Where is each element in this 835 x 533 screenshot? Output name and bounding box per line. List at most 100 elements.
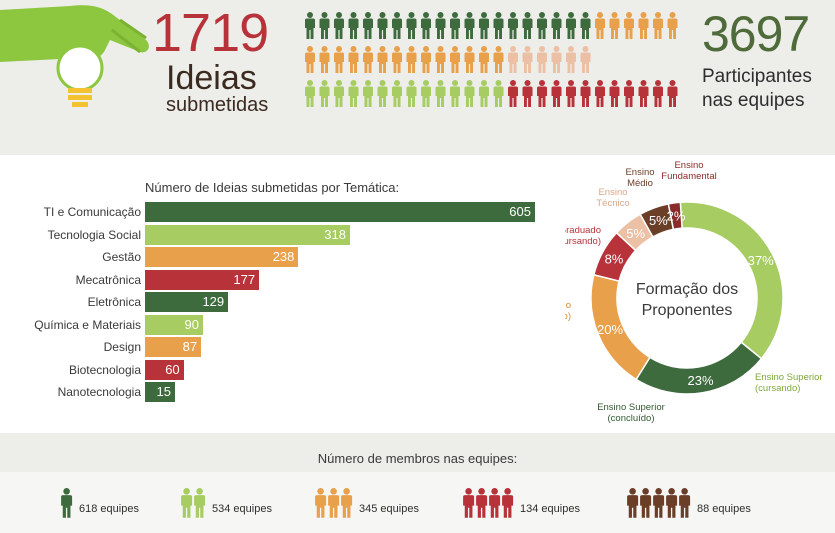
donut-category-label: Técnico bbox=[596, 198, 629, 209]
person-icon bbox=[464, 46, 475, 73]
person-icon bbox=[421, 80, 431, 107]
bar-value-label: 90 bbox=[184, 316, 200, 332]
person-icon bbox=[627, 488, 639, 518]
bar-category-label: Eletrônica bbox=[87, 295, 141, 309]
hand-lightbulb-icon bbox=[0, 5, 149, 107]
person-icon bbox=[319, 80, 330, 107]
person-icon bbox=[435, 46, 446, 73]
person-icon bbox=[537, 80, 547, 107]
donut-category-label: Ensino bbox=[598, 187, 627, 198]
bar-category-label: Design bbox=[103, 340, 141, 354]
person-icon bbox=[679, 488, 691, 518]
person-icon bbox=[315, 488, 327, 518]
person-icon bbox=[537, 46, 547, 73]
person-icon bbox=[508, 46, 518, 73]
person-icon bbox=[508, 80, 518, 107]
team-count-label: 134 equipes bbox=[520, 503, 580, 515]
person-icon bbox=[479, 80, 489, 107]
bar: 238 bbox=[145, 247, 299, 267]
person-icon bbox=[609, 12, 620, 39]
person-icon bbox=[566, 46, 576, 73]
person-icon bbox=[363, 46, 373, 73]
bar: 87 bbox=[145, 337, 202, 357]
donut-category-label: (cursando) bbox=[565, 236, 601, 247]
donut-category-label: Ensino Superior bbox=[597, 402, 665, 413]
person-icon bbox=[595, 12, 605, 39]
person-icon bbox=[334, 80, 344, 107]
person-icon bbox=[392, 46, 402, 73]
person-icon bbox=[522, 46, 533, 73]
donut-category-label: Ensino bbox=[625, 167, 654, 178]
person-icon bbox=[566, 80, 576, 107]
participants-label: Participantes bbox=[702, 66, 812, 87]
person-icon bbox=[377, 80, 388, 107]
donut-category-label: Ensino Superior bbox=[755, 372, 823, 383]
donut-percent-label: 20% bbox=[597, 322, 623, 337]
person-icon bbox=[551, 12, 562, 39]
team-size-icons bbox=[315, 488, 353, 518]
person-icon bbox=[341, 488, 353, 518]
donut-title: Proponentes bbox=[642, 302, 733, 319]
person-icon bbox=[305, 80, 315, 107]
team-count-label: 618 equipes bbox=[79, 503, 139, 515]
person-icon bbox=[537, 12, 547, 39]
person-icon bbox=[653, 488, 665, 518]
person-icon bbox=[502, 488, 514, 518]
person-icon bbox=[489, 488, 501, 518]
person-icon bbox=[609, 80, 620, 107]
ideas-sublabel: submetidas bbox=[166, 94, 269, 116]
person-icon bbox=[479, 12, 489, 39]
bar-category-label: Química e Materiais bbox=[34, 317, 141, 332]
bar: 605 bbox=[145, 202, 535, 222]
person-icon bbox=[580, 12, 591, 39]
person-icon bbox=[435, 12, 446, 39]
person-icon bbox=[479, 46, 489, 73]
person-icon bbox=[463, 488, 475, 518]
donut-percent-label: 5% bbox=[626, 226, 645, 241]
person-icon bbox=[406, 46, 417, 73]
person-icon bbox=[421, 46, 431, 73]
bar-value-label: 129 bbox=[202, 294, 225, 309]
members-strip bbox=[0, 472, 835, 533]
bar: 60 bbox=[145, 359, 184, 380]
person-icon bbox=[319, 12, 330, 39]
team-size-icons bbox=[627, 488, 691, 518]
person-icon bbox=[566, 12, 576, 39]
person-icon bbox=[328, 488, 340, 518]
bar-value-label: 87 bbox=[182, 339, 198, 354]
person-icon bbox=[493, 80, 504, 107]
education-donut-chart: 37%Ensino Superior(cursando)23%Ensino Su… bbox=[565, 160, 823, 424]
participants-people-grid bbox=[305, 12, 678, 107]
person-icon bbox=[421, 12, 431, 39]
ideas-count: 1719 bbox=[152, 3, 269, 63]
person-icon bbox=[319, 46, 330, 73]
person-icon bbox=[348, 12, 359, 39]
bar-chart-title: Número de Ideias submetidas por Temática… bbox=[145, 180, 400, 195]
donut-category-label: Médio bbox=[627, 178, 653, 189]
person-icon bbox=[305, 46, 315, 73]
donut-percent-label: 2% bbox=[667, 209, 686, 224]
person-icon bbox=[334, 12, 344, 39]
person-icon bbox=[363, 80, 373, 107]
person-icon bbox=[406, 12, 417, 39]
person-icon bbox=[508, 12, 518, 39]
person-icon bbox=[334, 46, 344, 73]
person-icon bbox=[305, 12, 315, 39]
donut-category-label: (cursando) bbox=[755, 383, 800, 394]
members-title: Número de membros nas equipes: bbox=[317, 451, 518, 466]
person-icon bbox=[667, 12, 678, 39]
person-icon bbox=[653, 80, 663, 107]
donut-percent-label: 37% bbox=[748, 253, 774, 268]
bar-value-label: 177 bbox=[233, 271, 256, 287]
person-icon bbox=[392, 80, 402, 107]
team-size-icons bbox=[463, 488, 514, 518]
bar-value-label: 238 bbox=[272, 249, 295, 264]
person-icon bbox=[181, 488, 193, 518]
donut-category-label: Ensino bbox=[674, 160, 703, 171]
person-icon bbox=[624, 12, 634, 39]
bar-category-label: Mecatrônica bbox=[75, 272, 141, 287]
donut-slice bbox=[667, 201, 683, 231]
person-icon bbox=[450, 46, 460, 73]
person-icon bbox=[406, 80, 417, 107]
person-icon bbox=[363, 12, 373, 39]
